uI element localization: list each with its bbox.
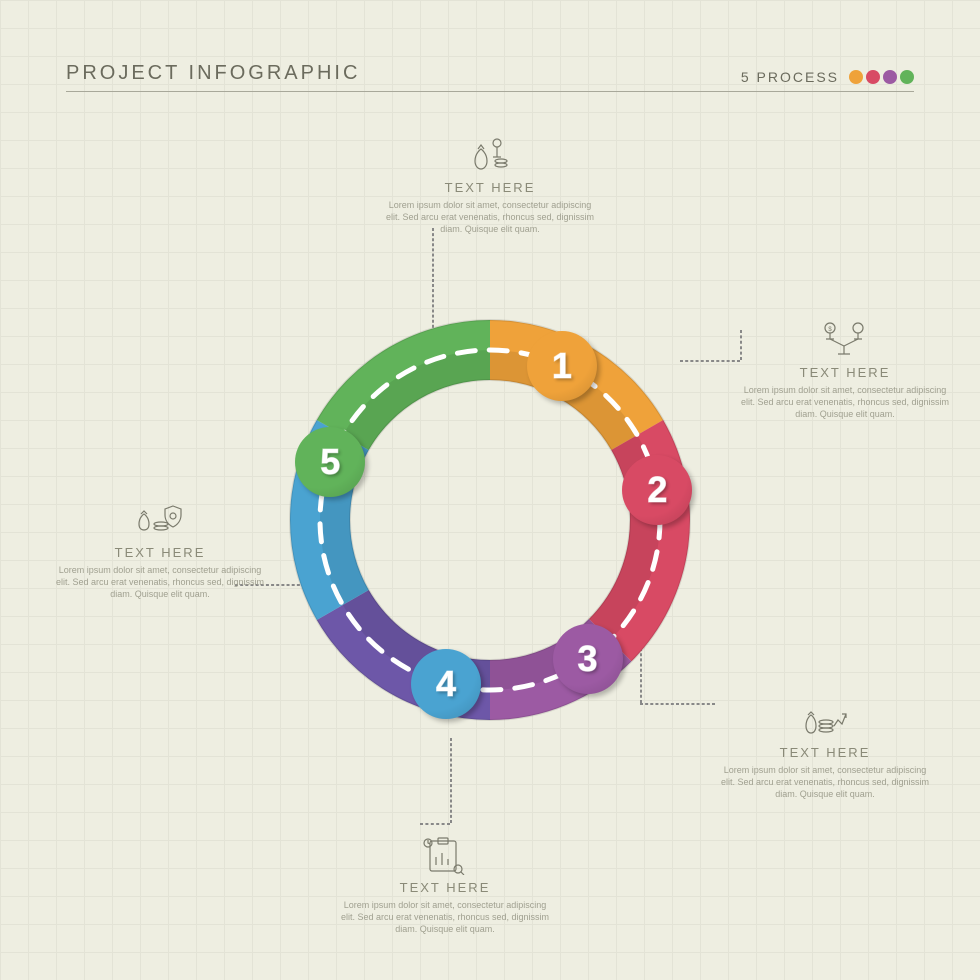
step-badge-2: 2 [622,455,692,525]
connector [450,738,452,823]
callout-body: Lorem ipsum dolor sit amet, consectetur … [340,899,550,935]
step-number: 2 [647,469,667,511]
step-number: 1 [552,345,572,387]
legend-dot [883,70,897,84]
header-right: 5 PROCESS [741,69,914,85]
ring-diagram: 1 2 3 4 5 [280,310,700,730]
callout-body: Lorem ipsum dolor sit amet, consectetur … [740,384,950,420]
callout-4: TEXT HERE Lorem ipsum dolor sit amet, co… [340,830,550,935]
callout-title: TEXT HERE [720,745,930,760]
legend-dot [866,70,880,84]
legend-dot [849,70,863,84]
money-growth-icon [720,695,930,741]
header: PROJECT INFOGRAPHIC 5 PROCESS [66,52,914,92]
page-title: PROJECT INFOGRAPHIC [66,62,360,85]
step-number: 4 [436,663,456,705]
callout-title: TEXT HERE [55,545,265,560]
callout-title: TEXT HERE [740,365,950,380]
connector [420,823,450,825]
money-shield-icon [55,495,265,541]
callout-title: TEXT HERE [340,880,550,895]
callout-body: Lorem ipsum dolor sit amet, consectetur … [55,564,265,600]
clipboard-chart-icon [340,830,550,876]
step-badge-3: 3 [553,624,623,694]
callout-body: Lorem ipsum dolor sit amet, consectetur … [385,199,595,235]
money-bag-plant-icon [385,130,595,176]
balance-icon: $ [740,315,950,361]
page-subtitle: 5 PROCESS [741,69,839,85]
step-number: 3 [577,638,597,680]
callout-body: Lorem ipsum dolor sit amet, consectetur … [720,764,930,800]
callout-3: TEXT HERE Lorem ipsum dolor sit amet, co… [720,695,930,800]
callout-1: TEXT HERE Lorem ipsum dolor sit amet, co… [385,130,595,235]
legend-dots [849,70,914,84]
step-badge-5: 5 [295,427,365,497]
step-badge-4: 4 [411,649,481,719]
legend-dot [900,70,914,84]
callout-5: TEXT HERE Lorem ipsum dolor sit amet, co… [55,495,265,600]
step-badge-1: 1 [527,331,597,401]
callout-2: $ TEXT HERE Lorem ipsum dolor sit amet, … [740,315,950,420]
callout-title: TEXT HERE [385,180,595,195]
step-number: 5 [320,441,340,483]
